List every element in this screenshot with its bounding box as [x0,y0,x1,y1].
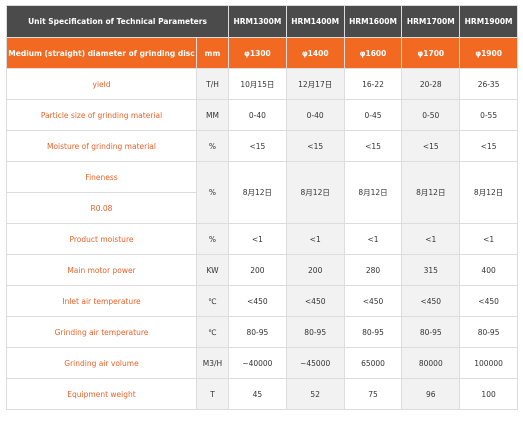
value: 0-55 [459,99,518,131]
value: 80-95 [459,316,518,348]
value: <450 [401,285,461,317]
model-header: HRM1900M [459,5,518,38]
row-label: Particle size of grinding material [6,99,197,131]
unit: MM [196,99,229,131]
unit: T [196,378,229,410]
value: 65000 [343,347,403,379]
table-row: Product moisture% <1 <1 <1 <1 <1 [6,223,518,255]
row-label: yield [6,68,197,100]
value: 315 [401,254,461,286]
value: <1 [343,223,403,255]
table-row: Medium (straight) diameter of grinding d… [6,37,518,69]
value: <1 [401,223,461,255]
value: 10月15日 [228,68,287,100]
unit: % [196,161,229,224]
unit: ℃ [196,285,229,317]
value: 75 [343,378,403,410]
spec-table: Unit Specification of Technical Paramete… [6,5,518,410]
table-row: Particle size of grinding material MM 0-40… [6,99,518,131]
model-header: HRM1300M [228,5,287,38]
table-row: Main motor power KW 200 200 280 315 400 [6,254,518,286]
value: φ1900 [459,37,518,69]
unit: mm [196,37,229,69]
value: 200 [228,254,287,286]
value: <450 [285,285,345,317]
value: <450 [459,285,518,317]
value: <1 [459,223,518,255]
value: 100000 [459,347,518,379]
value: 280 [343,254,403,286]
model-header: HRM1600M [343,5,403,38]
value: <15 [285,130,345,162]
row-label: Product moisture [6,223,197,255]
row-label: Main motor power [6,254,197,286]
value: 96 [401,378,461,410]
table-row: Equipment weight T 45 52 75 96 100 [6,378,518,410]
header-title: Unit Specification of Technical Paramete… [6,5,229,38]
value: 8月12日 [459,161,518,224]
value: <1 [228,223,287,255]
value: 100 [459,378,518,410]
value: 8月12日 [401,161,461,224]
unit: ℃ [196,316,229,348]
value: <15 [228,130,287,162]
value: 8月12日 [343,161,403,224]
value: 26-35 [459,68,518,100]
value: 0-40 [228,99,287,131]
unit: % [196,130,229,162]
value: φ1300 [228,37,287,69]
row-label: Fineness [6,161,197,193]
value: 80-95 [228,316,287,348]
table-row: Moisture of grinding material% <15 <15 <15 <… [6,130,518,162]
row-sublabel: R0.08 [6,192,197,224]
table-row: Inlet air temperature ℃ <450 <450 <450 <450 <4… [6,285,518,317]
row-label: Medium (straight) diameter of grinding d… [6,37,197,69]
value: 20-28 [401,68,461,100]
value: 200 [285,254,345,286]
unit: % [196,223,229,255]
row-label: Inlet air temperature [6,285,197,317]
value: 80-95 [401,316,461,348]
value: ~45000 [285,347,345,379]
unit: M3/H [196,347,229,379]
value: ~40000 [228,347,287,379]
value: φ1700 [401,37,461,69]
row-label: Equipment weight [6,378,197,410]
value: <450 [228,285,287,317]
table-row: Grinding air temperature ℃ 80-95 80-95 80-95… [6,316,518,348]
value: 16-22 [343,68,403,100]
value: 0-50 [401,99,461,131]
table-row: Grinding air volume M3/H ~40000 ~45000 65000… [6,347,518,379]
unit: T/H [196,68,229,100]
table-row: Unit Specification of Technical Paramete… [6,5,518,38]
value: 80-95 [285,316,345,348]
value: 0-40 [285,99,345,131]
value: 80-95 [343,316,403,348]
row-label: Grinding air temperature [6,316,197,348]
value: 0-45 [343,99,403,131]
value: <450 [343,285,403,317]
value: 12月17日 [285,68,345,100]
value: <15 [343,130,403,162]
value: 8月12日 [285,161,345,224]
table-row: yield T/H 10月15日 12月17日 16-22 20-28 26-35 [6,68,518,100]
row-label: Moisture of grinding material [6,130,197,162]
value: <1 [285,223,345,255]
value: 52 [285,378,345,410]
row-label: Grinding air volume [6,347,197,379]
value: φ1400 [285,37,345,69]
value: <15 [459,130,518,162]
value: 45 [228,378,287,410]
value: 80000 [401,347,461,379]
value: φ1600 [343,37,403,69]
table-row: Fineness% 8月12日 8月12日 8月12日 8月12日 8月12日 [6,161,518,224]
model-header: HRM1400M [285,5,345,38]
value: 8月12日 [228,161,287,224]
model-header: HRM1700M [401,5,461,38]
unit: KW [196,254,229,286]
value: 400 [459,254,518,286]
value: <15 [401,130,461,162]
